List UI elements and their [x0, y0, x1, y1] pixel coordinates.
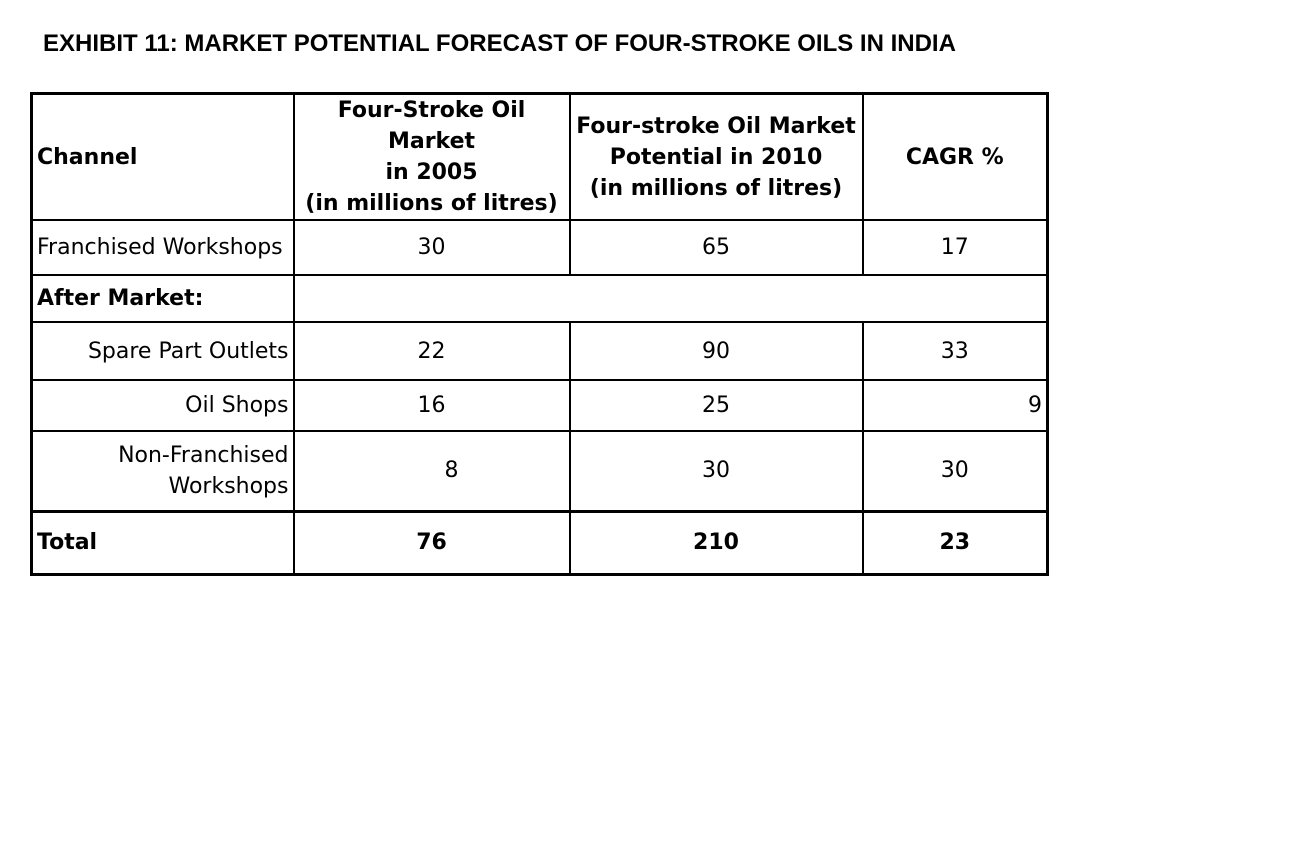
row-potential-2010: 30 — [568, 430, 864, 512]
total-label: Total — [30, 509, 295, 575]
row-potential-2010: 90 — [568, 321, 864, 381]
row-channel-label: Oil Shops — [30, 379, 295, 432]
row-channel-label: Franchised Workshops — [30, 219, 295, 276]
row-market-2005: 30 — [292, 219, 571, 276]
header-potential-2010-line3: (in millions of litres) — [589, 175, 843, 201]
market-forecast-table: Channel Four-Stroke Oil Market in 2005 (… — [30, 92, 1049, 576]
section-label-after-market: After Market: — [30, 274, 295, 323]
table-row: Franchised Workshops 30 65 17 — [30, 219, 1049, 276]
header-market-2005: Four-Stroke Oil Market in 2005 (in milli… — [292, 92, 571, 221]
table-row: Non-Franchised Workshops 8 30 30 — [30, 430, 1049, 512]
row-cagr: 9 — [861, 379, 1049, 432]
total-potential-2010: 210 — [568, 509, 864, 575]
section-blank-cell — [292, 274, 1049, 323]
header-potential-2010: Four-stroke Oil Market Potential in 2010… — [568, 92, 864, 221]
table-row: Oil Shops 16 25 9 — [30, 379, 1049, 432]
total-market-2005: 76 — [292, 509, 571, 575]
total-cagr: 23 — [861, 509, 1049, 575]
row-market-2005: 22 — [292, 321, 571, 381]
row-potential-2010: 25 — [568, 379, 864, 432]
row-cagr: 30 — [861, 430, 1049, 512]
row-channel-label: Spare Part Outlets — [30, 321, 295, 381]
row-market-2005: 8 — [292, 430, 571, 512]
row-cagr: 33 — [861, 321, 1049, 381]
exhibit-title: EXHIBIT 11: MARKET POTENTIAL FORECAST OF… — [43, 30, 956, 57]
row-cagr: 17 — [861, 219, 1049, 276]
header-market-2005-line1: Four-Stroke Oil Market — [337, 98, 526, 154]
table-row: Spare Part Outlets 22 90 33 — [30, 321, 1049, 381]
table-section-row: After Market: — [30, 274, 1049, 323]
table-total-row: Total 76 210 23 — [30, 509, 1049, 575]
header-cagr: CAGR % — [861, 92, 1049, 221]
header-channel: Channel — [30, 92, 295, 221]
header-potential-2010-line2: Potential in 2010 — [609, 144, 823, 170]
row-channel-label-line2: Workshops — [168, 473, 289, 499]
table-header-row: Channel Four-Stroke Oil Market in 2005 (… — [30, 92, 1049, 221]
row-channel-label: Non-Franchised Workshops — [30, 430, 295, 512]
header-market-2005-line2: in 2005 — [385, 160, 478, 185]
header-market-2005-line3: (in millions of litres) — [305, 191, 558, 216]
row-potential-2010: 65 — [568, 219, 864, 276]
header-potential-2010-line1: Four-stroke Oil Market — [576, 113, 856, 139]
row-channel-label-line1: Non-Franchised — [118, 442, 289, 468]
row-market-2005: 16 — [292, 379, 571, 432]
